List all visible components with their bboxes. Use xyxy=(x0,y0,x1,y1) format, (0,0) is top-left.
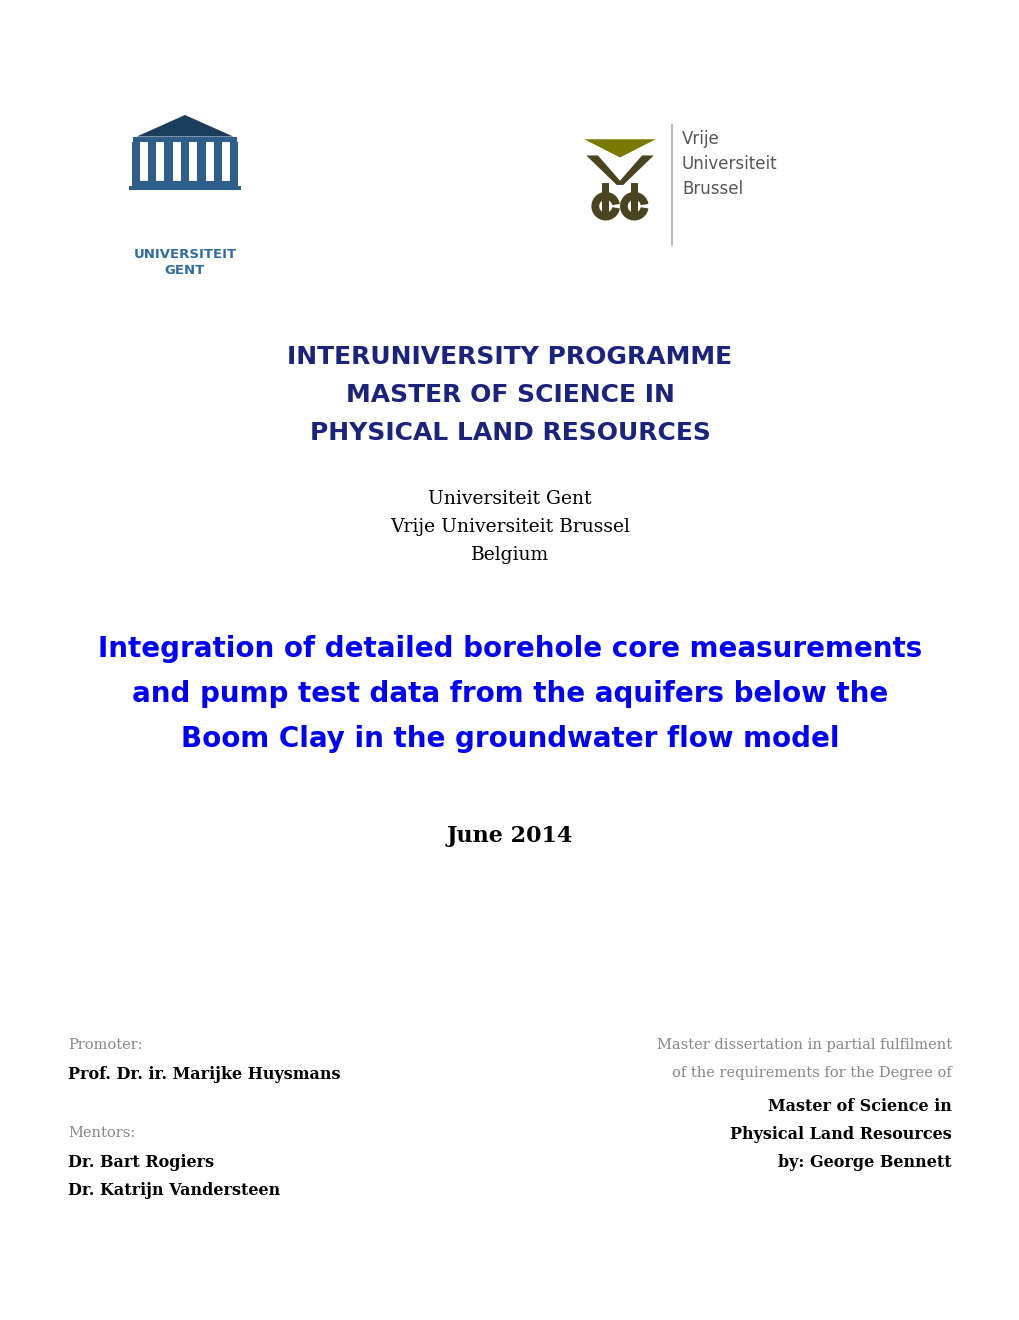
Polygon shape xyxy=(584,139,655,157)
Bar xyxy=(602,182,608,216)
Text: Mentors:: Mentors: xyxy=(68,1126,136,1140)
Text: Master of Science in: Master of Science in xyxy=(767,1098,951,1115)
Text: Master dissertation in partial fulfilment: Master dissertation in partial fulfilmen… xyxy=(656,1038,951,1052)
Polygon shape xyxy=(591,191,620,220)
Polygon shape xyxy=(586,156,623,185)
Text: June 2014: June 2014 xyxy=(446,825,573,847)
Bar xyxy=(631,182,637,216)
Bar xyxy=(148,141,156,181)
Text: Belgium: Belgium xyxy=(471,546,548,564)
Text: UNIVERSITEIT
GENT: UNIVERSITEIT GENT xyxy=(133,248,236,277)
Text: INTERUNIVERSITY PROGRAMME: INTERUNIVERSITY PROGRAMME xyxy=(287,345,732,370)
Bar xyxy=(132,181,237,186)
Bar xyxy=(133,136,236,141)
Polygon shape xyxy=(615,156,653,185)
Text: Promoter:: Promoter: xyxy=(68,1038,143,1052)
Polygon shape xyxy=(620,191,648,220)
Bar xyxy=(164,141,172,181)
Text: Physical Land Resources: Physical Land Resources xyxy=(730,1126,951,1143)
Text: Integration of detailed borehole core measurements: Integration of detailed borehole core me… xyxy=(98,635,921,663)
Text: PHYSICAL LAND RESOURCES: PHYSICAL LAND RESOURCES xyxy=(309,421,710,445)
Bar xyxy=(131,141,140,181)
Bar xyxy=(180,141,189,181)
Bar xyxy=(128,186,242,190)
Bar xyxy=(214,141,222,181)
Bar xyxy=(198,141,205,181)
Text: Boom Clay in the groundwater flow model: Boom Clay in the groundwater flow model xyxy=(180,725,839,752)
Text: Prof. Dr. ir. Marijke Huysmans: Prof. Dr. ir. Marijke Huysmans xyxy=(68,1067,340,1082)
Text: and pump test data from the aquifers below the: and pump test data from the aquifers bel… xyxy=(131,680,888,708)
Text: Vrije
Universiteit
Brussel: Vrije Universiteit Brussel xyxy=(682,129,776,198)
Text: Dr. Bart Rogiers: Dr. Bart Rogiers xyxy=(68,1154,214,1171)
Text: Dr. Katrijn Vandersteen: Dr. Katrijn Vandersteen xyxy=(68,1181,280,1199)
Text: Universiteit Gent: Universiteit Gent xyxy=(428,490,591,508)
Bar xyxy=(230,141,238,181)
Text: MASTER OF SCIENCE IN: MASTER OF SCIENCE IN xyxy=(345,383,674,407)
Polygon shape xyxy=(137,115,233,136)
Text: Vrije Universiteit Brussel: Vrije Universiteit Brussel xyxy=(389,517,630,536)
Text: of the requirements for the Degree of: of the requirements for the Degree of xyxy=(672,1067,951,1080)
Text: by: George Bennett: by: George Bennett xyxy=(777,1154,951,1171)
